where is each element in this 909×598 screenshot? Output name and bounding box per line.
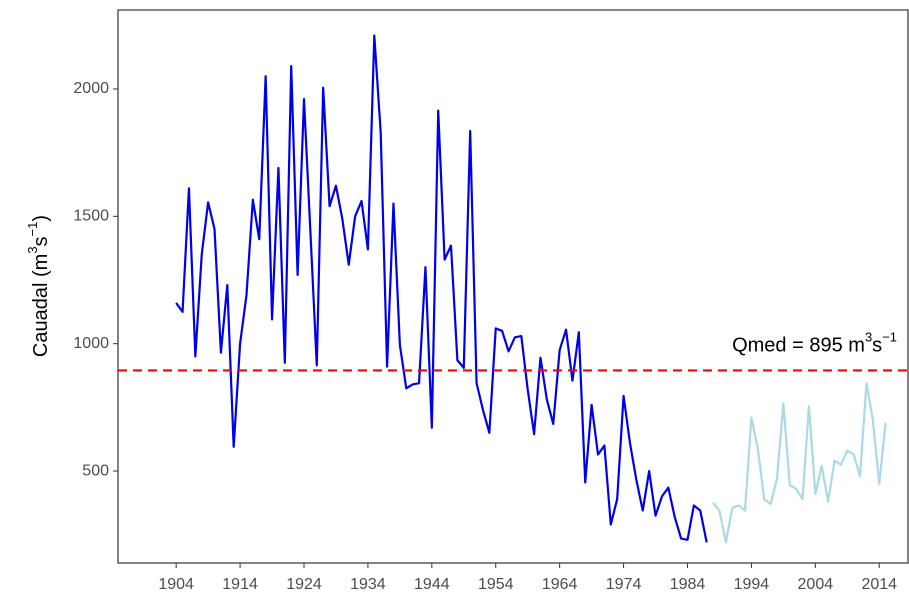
annotation: Qmed = 895 m3s−1	[732, 330, 897, 357]
x-tick-label: 2004	[798, 576, 834, 593]
x-tick-label: 1984	[670, 576, 706, 593]
y-axis-title: Cauadal (m3s−1)	[25, 215, 52, 357]
text-part: 3	[25, 246, 40, 253]
x-tick-label: 1964	[542, 576, 578, 593]
text-part: 3	[865, 330, 872, 345]
text-part: )	[30, 215, 52, 222]
data-line	[175, 34, 708, 543]
plot-frame	[117, 9, 909, 564]
text-part: Qmed = 895 m	[732, 335, 865, 357]
x-tick-label: 1994	[734, 576, 770, 593]
x-tick-label: 1974	[606, 576, 642, 593]
text-part: s	[30, 236, 52, 246]
x-tick-label: 1954	[478, 576, 514, 593]
x-tick-label: 1944	[414, 576, 450, 593]
y-tick-label: 1000	[73, 335, 109, 352]
text-part: −1	[882, 330, 897, 345]
data-line	[712, 382, 887, 544]
x-tick-label: 1924	[286, 576, 322, 593]
text-part: −1	[25, 222, 40, 237]
y-tick-label: 2000	[73, 80, 109, 97]
y-tick-label: 1500	[73, 208, 109, 225]
x-tick-label: 1904	[158, 576, 194, 593]
x-tick-label: 2014	[861, 576, 897, 593]
text-part: Cauadal (m	[30, 254, 52, 357]
text-part: s	[872, 335, 882, 357]
x-tick-label: 1914	[222, 576, 258, 593]
x-tick-label: 1934	[350, 576, 386, 593]
y-tick-label: 500	[82, 462, 109, 479]
